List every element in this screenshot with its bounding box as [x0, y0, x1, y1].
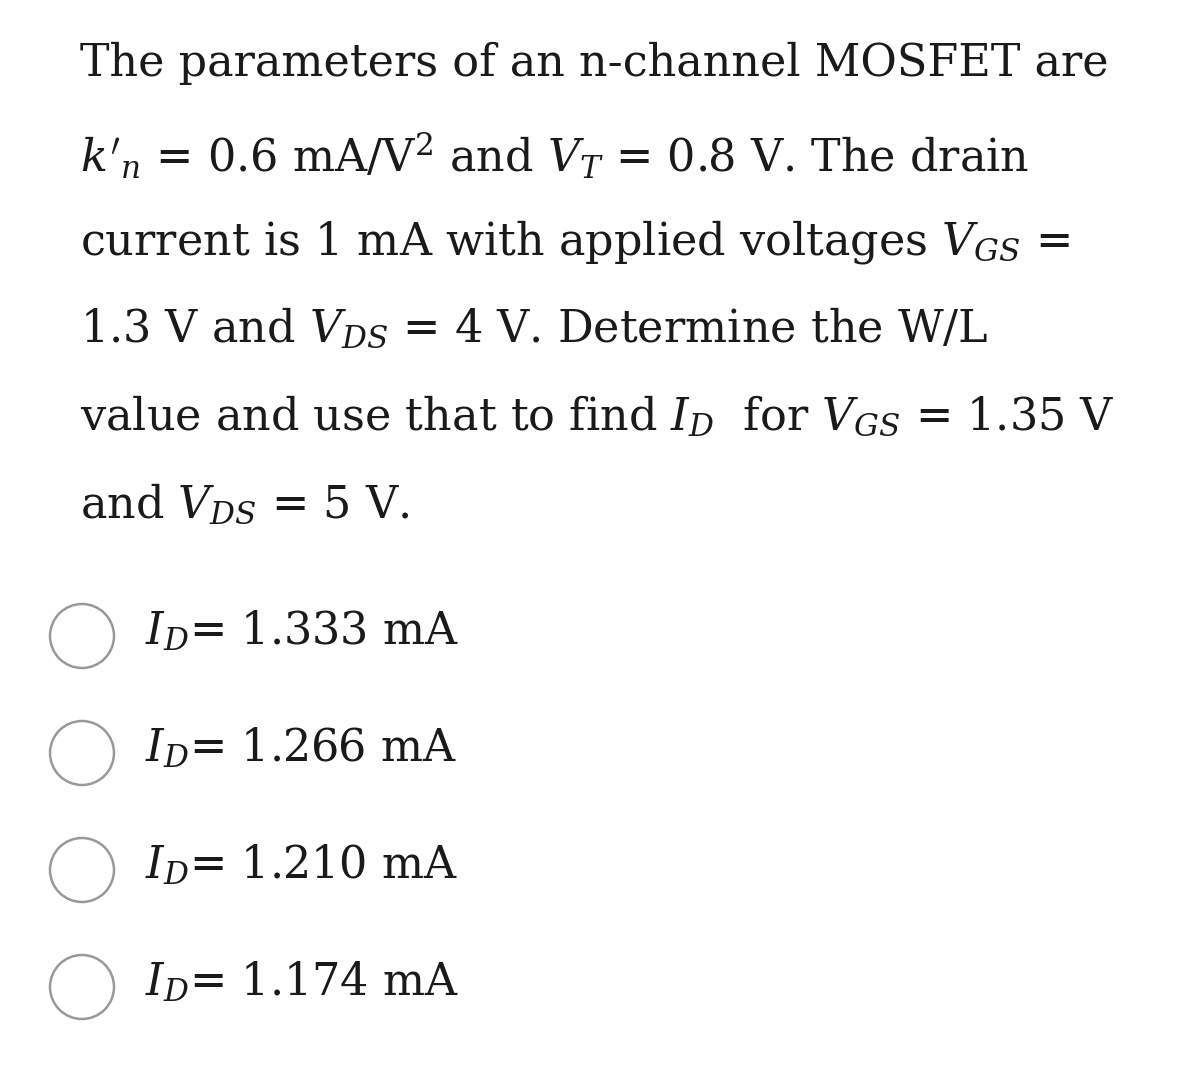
Text: and $V_{DS}$ = 5 V.: and $V_{DS}$ = 5 V.: [80, 482, 409, 527]
Text: current is 1 mA with applied voltages $V_{GS}$ =: current is 1 mA with applied voltages $V…: [80, 218, 1070, 266]
Text: $I_D$= 1.174 mA: $I_D$= 1.174 mA: [145, 959, 460, 1004]
Text: The parameters of an n-channel MOSFET are: The parameters of an n-channel MOSFET ar…: [80, 42, 1109, 85]
Text: $I_D$= 1.266 mA: $I_D$= 1.266 mA: [145, 725, 457, 770]
Text: value and use that to find $I_D$  for $V_{GS}$ = 1.35 V: value and use that to find $I_D$ for $V_…: [80, 394, 1115, 439]
Text: $I_D$= 1.210 mA: $I_D$= 1.210 mA: [145, 842, 457, 887]
Text: $k'_n$ = 0.6 mA/V$^2$ and $V_T$ = 0.8 V. The drain: $k'_n$ = 0.6 mA/V$^2$ and $V_T$ = 0.8 V.…: [80, 130, 1030, 180]
Text: $I_D$= 1.333 mA: $I_D$= 1.333 mA: [145, 608, 460, 652]
Text: 1.3 V and $V_{DS}$ = 4 V. Determine the W/L: 1.3 V and $V_{DS}$ = 4 V. Determine the …: [80, 306, 989, 351]
